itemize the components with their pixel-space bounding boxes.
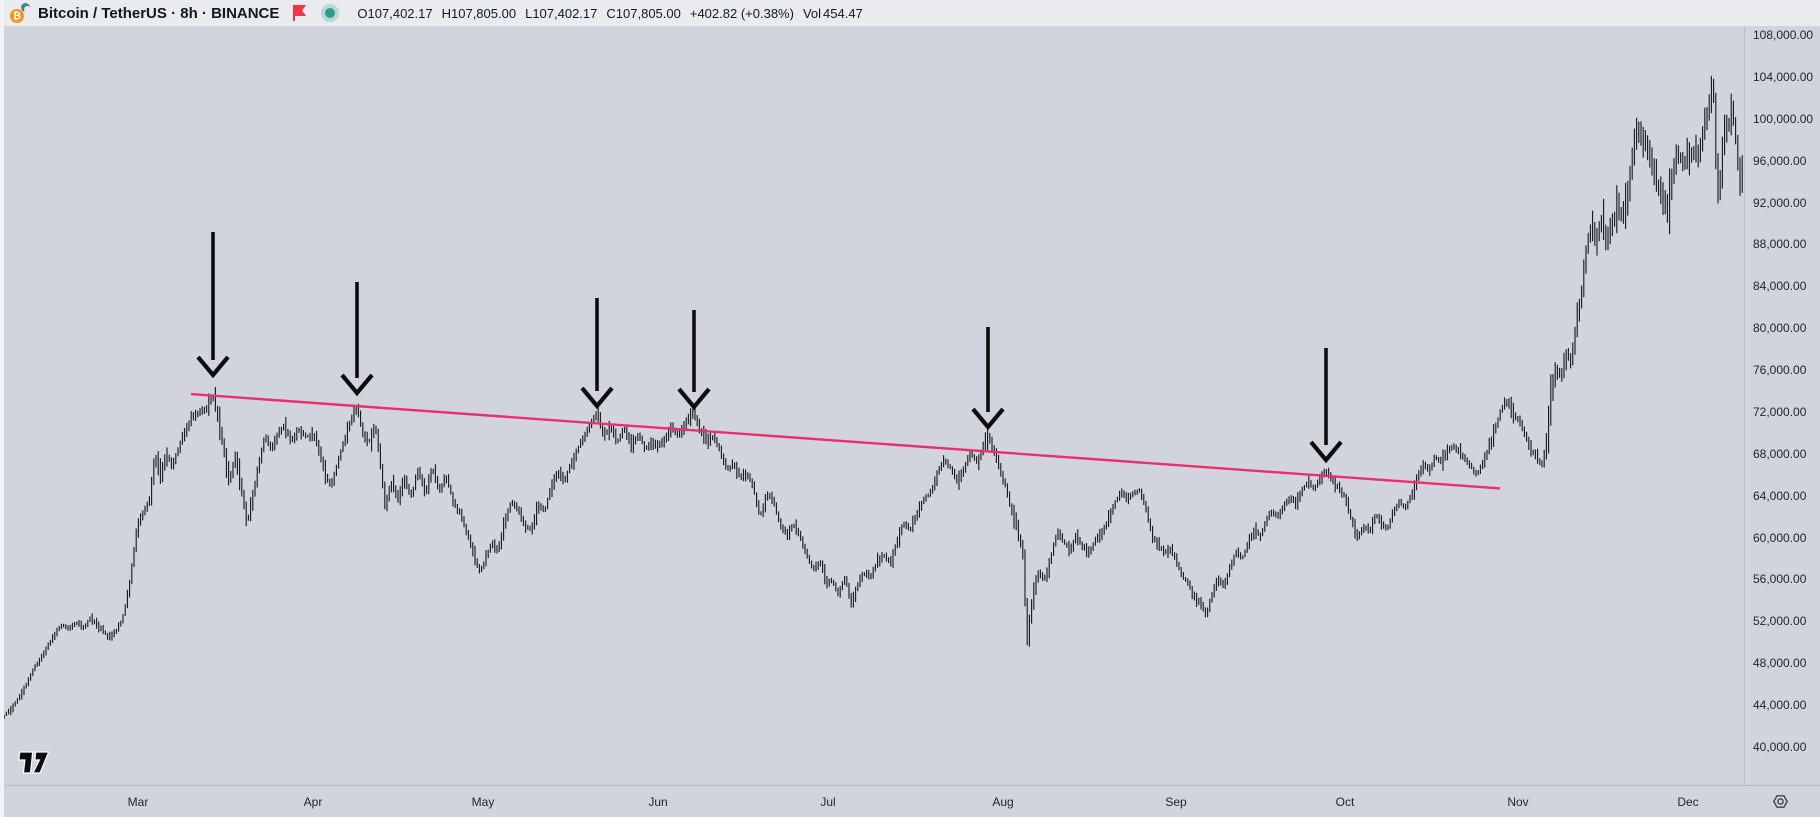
price-axis-label: 108,000.00 (1753, 28, 1814, 42)
price-axis-label: 52,000.00 (1753, 614, 1807, 628)
price-axis-label: 100,000.00 (1753, 112, 1814, 126)
low-value: L107,402.17 (525, 5, 598, 21)
month-label: May (471, 795, 495, 809)
price-axis-label: 84,000.00 (1753, 279, 1807, 293)
month-label: Aug (992, 795, 1014, 809)
down-arrow-drawing[interactable] (677, 310, 711, 411)
time-axis[interactable]: Mar Apr May Jun Jul Aug Sep Oct Nov Dec (0, 785, 1820, 817)
gear-icon[interactable] (1772, 793, 1789, 815)
status-dot[interactable] (325, 8, 336, 18)
month-label: Oct (1335, 795, 1355, 809)
pane-left-edge (0, 0, 4, 817)
price-axis-label: 48,000.00 (1753, 656, 1807, 670)
price-axis-label: 60,000.00 (1753, 531, 1807, 545)
chart-legend-toolbar: ₿ Bitcoin / TetherUS · 8h · BINANCE O107… (0, 0, 1820, 27)
month-label: Dec (1677, 795, 1699, 809)
month-label: Apr (303, 795, 323, 809)
price-axis-label: 68,000.00 (1753, 447, 1807, 461)
price-axis-label: 64,000.00 (1753, 489, 1807, 503)
down-arrow-drawing[interactable] (196, 232, 230, 379)
price-axis-label: 40,000.00 (1753, 740, 1807, 754)
symbol-title[interactable]: Bitcoin / TetherUS · 8h · BINANCE (38, 4, 280, 22)
ohlc-legend: O107,402.17 H107,805.00 L107,402.17 C107… (357, 6, 871, 21)
month-label: Nov (1507, 795, 1529, 809)
price-axis-label: 44,000.00 (1753, 698, 1807, 712)
price-axis-label: 96,000.00 (1753, 154, 1807, 168)
close-value: C107,805.00 (606, 5, 681, 21)
price-axis-label: 76,000.00 (1753, 363, 1807, 377)
price-axis-label: 104,000.00 (1753, 70, 1814, 84)
down-arrow-drawing[interactable] (340, 282, 374, 397)
price-axis-label: 56,000.00 (1753, 572, 1807, 586)
price-axis-label: 92,000.00 (1753, 196, 1807, 210)
price-axis[interactable]: 108,000.00 104,000.00 100,000.00 96,000.00 9… (1744, 26, 1820, 786)
down-arrow-drawing[interactable] (580, 298, 614, 410)
change-value: +402.82 (+0.38%) (689, 5, 794, 21)
high-value: H107,805.00 (441, 5, 517, 21)
bitcoin-coin-icon: ₿ (10, 9, 24, 23)
bitcoin-logo: ₿ (10, 3, 31, 23)
price-axis-label: 72,000.00 (1753, 405, 1807, 419)
month-label: Jul (820, 795, 836, 809)
price-axis-label: 80,000.00 (1753, 321, 1807, 335)
month-label: Mar (127, 795, 149, 809)
month-label: Jun (648, 795, 668, 809)
down-arrow-drawing[interactable] (1309, 348, 1343, 464)
price-bars (1, 75, 1743, 720)
tradingview-logo[interactable] (16, 749, 50, 780)
volume-value: Vol 454.47 (802, 5, 863, 21)
open-value: O107,402.17 (357, 5, 433, 21)
trendline-drawing[interactable] (190, 392, 1501, 490)
price-axis-label: 88,000.00 (1753, 237, 1807, 251)
flag-icon[interactable] (293, 5, 307, 21)
down-arrow-drawing[interactable] (971, 327, 1005, 431)
crypto-swoosh-icon (21, 3, 31, 13)
month-label: Sep (1165, 795, 1187, 809)
